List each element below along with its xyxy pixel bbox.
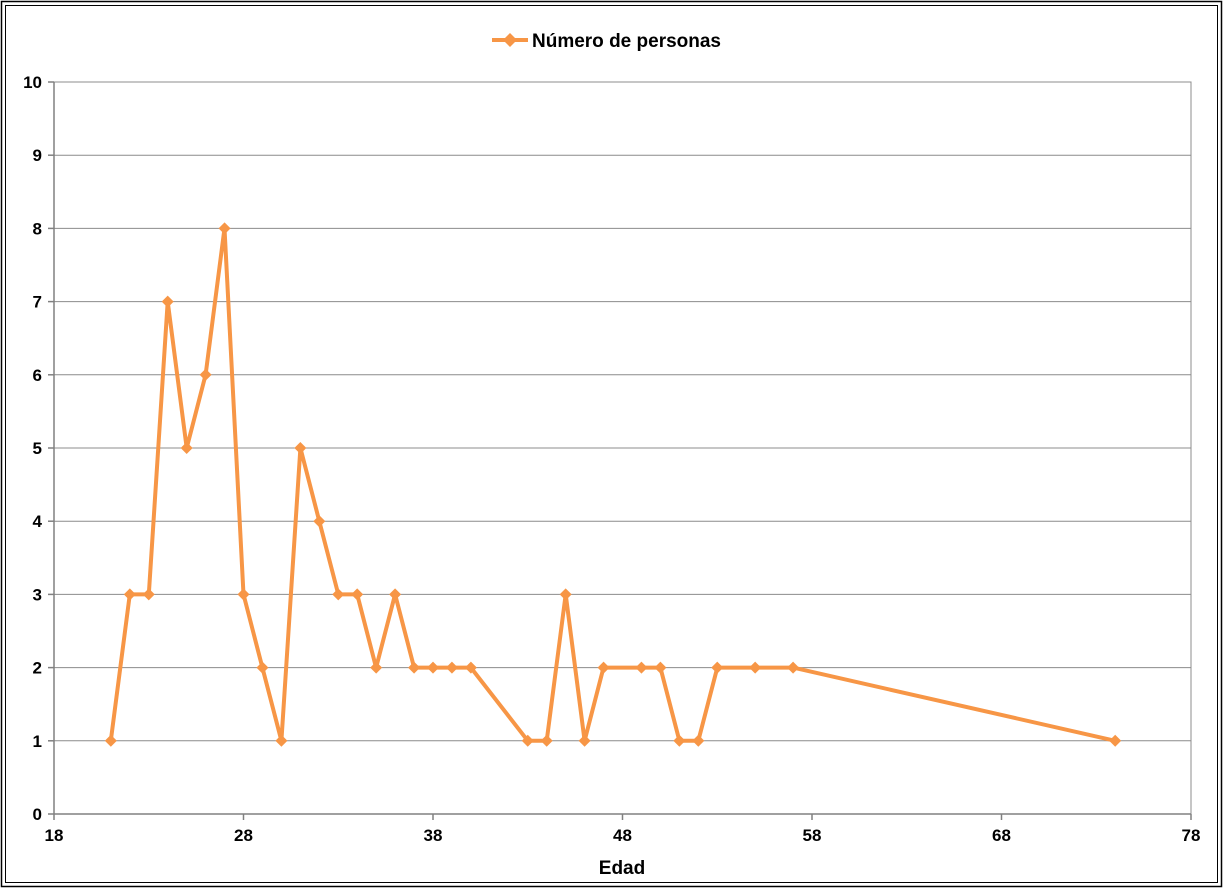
data-point-46: [578, 734, 591, 747]
data-point-21: [104, 734, 117, 747]
data-point-40: [464, 661, 477, 674]
y-tick-label-7: 7: [33, 293, 42, 312]
data-point-53: [711, 661, 724, 674]
legend-label: Número de personas: [532, 31, 721, 52]
data-point-45: [559, 588, 572, 601]
y-tick-label-4: 4: [33, 512, 43, 531]
x-tick-label-18: 18: [45, 826, 64, 845]
data-point-36: [389, 588, 402, 601]
data-point-55: [749, 661, 762, 674]
data-point-37: [408, 661, 421, 674]
data-point-33: [332, 588, 345, 601]
data-point-29: [256, 661, 269, 674]
data-point-24: [161, 295, 174, 308]
data-point-47: [597, 661, 610, 674]
y-tick-label-6: 6: [33, 366, 42, 385]
y-tick-label-8: 8: [33, 219, 42, 238]
data-point-27: [218, 222, 231, 235]
data-point-28: [237, 588, 250, 601]
y-tick-label-9: 9: [33, 146, 42, 165]
data-point-25: [180, 442, 193, 454]
legend: Número de personas: [492, 31, 721, 52]
data-point-26: [199, 368, 212, 381]
data-point-22: [123, 588, 136, 601]
y-tick-label-0: 0: [33, 805, 42, 824]
data-point-35: [370, 661, 383, 674]
data-point-38: [427, 661, 439, 674]
y-tick-label-10: 10: [23, 73, 42, 92]
y-tick-label-2: 2: [33, 659, 42, 678]
data-point-43: [521, 734, 534, 747]
x-tick-label-68: 68: [992, 826, 1011, 845]
data-point-44: [540, 734, 553, 747]
x-tick-label-28: 28: [234, 826, 253, 845]
y-tick-label-5: 5: [33, 439, 42, 458]
data-point-32: [313, 515, 326, 528]
data-point-74: [1109, 734, 1122, 747]
data-point-31: [294, 442, 307, 454]
y-tick-label-3: 3: [33, 585, 42, 604]
data-point-30: [275, 734, 288, 747]
data-point-23: [142, 588, 155, 601]
data-point-34: [351, 588, 364, 601]
x-tick-label-48: 48: [613, 826, 632, 845]
y-tick-label-1: 1: [33, 732, 42, 751]
chart-inner-border: [5, 5, 1218, 883]
data-point-51: [673, 734, 686, 747]
data-point-49: [635, 661, 648, 674]
data-point-52: [692, 734, 705, 747]
x-tick-label-58: 58: [803, 826, 822, 845]
data-point-39: [445, 661, 458, 674]
x-tick-label-38: 38: [424, 826, 443, 845]
data-point-50: [654, 661, 667, 674]
legend-marker-diamond-icon: [503, 33, 517, 47]
data-point-57: [787, 661, 800, 674]
x-tick-label-78: 78: [1182, 826, 1201, 845]
x-axis-label: Edad: [599, 858, 645, 879]
